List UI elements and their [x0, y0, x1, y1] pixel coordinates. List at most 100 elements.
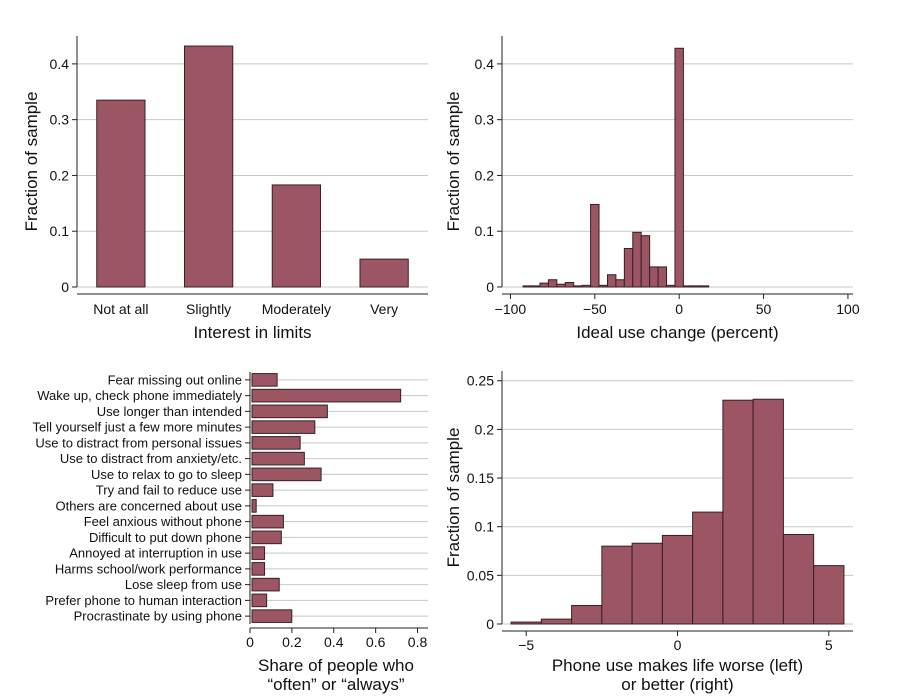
- x-tick-label: 50: [756, 301, 772, 317]
- y-tick-label: 0.4: [475, 56, 495, 72]
- x-tick-label: 5: [825, 637, 833, 653]
- y-axis-label: Fraction of sample: [444, 428, 463, 568]
- y-tick-label: 0.15: [467, 470, 494, 486]
- x-tick-label: Not at all: [93, 301, 148, 317]
- category-label: Tell yourself just a few more minutes: [32, 420, 242, 435]
- x-tick-label: Very: [370, 301, 398, 317]
- bar: [691, 285, 701, 288]
- panel-interest-in-limits: 0 0.1 0.2 0.3 0.4 Not at all Slightly Moderatel…: [22, 36, 428, 342]
- category-label: Difficult to put down phone: [89, 530, 242, 545]
- category-label: Harms school/work performance: [55, 561, 242, 576]
- bar: [359, 258, 409, 288]
- category-label: Prefer phone to human interaction: [45, 593, 242, 608]
- category-label: Use to distract from personal issues: [35, 435, 242, 450]
- y-tick-label: 0: [486, 616, 494, 632]
- x-tick-label: Slightly: [186, 301, 231, 317]
- bar: [752, 398, 784, 625]
- bar: [547, 279, 558, 288]
- x-tick-label: 100: [836, 301, 860, 317]
- category-label: Use to relax to go to sleep: [91, 467, 242, 482]
- x-axis-label: Phone use makes life worse (left): [552, 656, 803, 675]
- bar: [601, 545, 633, 625]
- x-axis-label: Share of people who: [258, 656, 414, 675]
- y-tick-label: 0.1: [475, 519, 495, 535]
- bar: [606, 274, 617, 288]
- bar: [573, 285, 583, 288]
- x-tick-label: −5: [518, 637, 534, 653]
- category-label: Annoyed at interruption in use: [69, 546, 242, 561]
- category-label: Feel anxious without phone: [84, 514, 242, 529]
- category-label: Wake up, check phone immediately: [37, 388, 242, 403]
- y-tick-label: 0.2: [50, 167, 70, 183]
- bar: [251, 609, 293, 623]
- bar: [251, 420, 316, 434]
- y-tick-label: 0.2: [475, 421, 495, 437]
- bar: [590, 203, 600, 288]
- bar: [615, 279, 625, 288]
- bar: [649, 266, 659, 288]
- x-tick-label: −100: [495, 301, 527, 317]
- x-axis-label: Ideal use change (percent): [576, 323, 778, 342]
- category-label: Use longer than intended: [97, 404, 242, 419]
- bar: [813, 565, 845, 625]
- y-axis-label: Fraction of sample: [22, 92, 41, 232]
- bar: [556, 283, 566, 288]
- y-axis-label: Fraction of sample: [444, 92, 463, 232]
- x-axis-label: or better (right): [621, 675, 733, 694]
- y-tick-label: 0.1: [475, 223, 495, 239]
- bar: [782, 533, 815, 625]
- category-label: Fear missing out online: [108, 372, 242, 387]
- bar: [531, 285, 541, 288]
- x-tick-label: Moderately: [262, 301, 331, 317]
- bar: [96, 99, 146, 288]
- bar: [692, 511, 724, 625]
- bar: [271, 184, 322, 288]
- category-label: Others are concerned about use: [56, 498, 242, 513]
- x-axis-label: “often” or “always”: [268, 675, 405, 694]
- x-tick-label: 0.4: [324, 634, 344, 650]
- bar: [522, 285, 533, 288]
- bar: [251, 593, 268, 608]
- y-tick-label: 0.4: [50, 56, 70, 72]
- bar: [251, 467, 322, 482]
- y-tick-label: 0: [486, 279, 494, 295]
- x-tick-label: 0: [674, 637, 682, 653]
- x-tick-label: 0: [246, 634, 254, 650]
- y-tick-label: 0: [61, 279, 69, 295]
- bar: [251, 499, 257, 513]
- category-label: Lose sleep from use: [125, 577, 242, 592]
- bar: [631, 542, 663, 625]
- category-label: Procrastinate by using phone: [74, 609, 242, 624]
- bar: [539, 282, 549, 288]
- bar: [251, 546, 266, 560]
- bar: [564, 282, 575, 288]
- y-tick-label: 0.2: [475, 167, 495, 183]
- bar: [661, 534, 694, 625]
- x-axis-label: Interest in limits: [193, 323, 311, 342]
- bar: [722, 399, 754, 625]
- bar: [183, 45, 234, 288]
- bar: [657, 266, 668, 288]
- x-tick-label: 0.2: [282, 634, 302, 650]
- bar: [251, 451, 305, 466]
- panel-life-worse-better: 0 0.05 0.1 0.15 0.2 0.25 −5 0 5 Phone use makes l…: [444, 371, 853, 694]
- x-tick-label: 0.6: [366, 634, 386, 650]
- bar: [640, 235, 651, 288]
- bar: [540, 618, 573, 625]
- bar: [666, 284, 676, 288]
- x-tick-label: 0.8: [408, 634, 428, 650]
- bar: [632, 231, 642, 288]
- y-tick-label: 0.1: [50, 223, 70, 239]
- category-label: Use to distract from anxiety/etc.: [60, 451, 242, 466]
- bar: [674, 47, 684, 288]
- bar: [581, 284, 592, 288]
- bar: [510, 621, 542, 625]
- category-label: Try and fail to reduce use: [96, 483, 242, 498]
- bar: [251, 483, 274, 497]
- bar: [251, 436, 301, 450]
- y-tick-label: 0.25: [467, 373, 494, 389]
- x-tick-label: −50: [583, 301, 607, 317]
- y-tick-label: 0.05: [467, 567, 494, 583]
